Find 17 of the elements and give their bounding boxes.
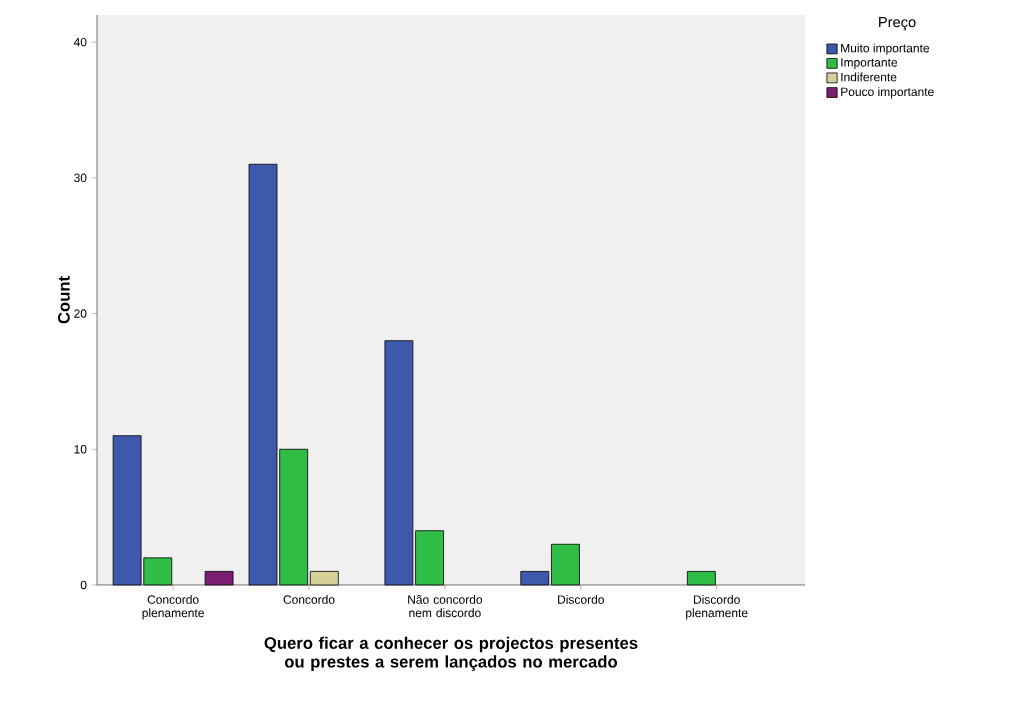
- y-axis-title: Count: [58, 276, 70, 324]
- x-tick-label: Discordo plenamente: [686, 595, 748, 620]
- x-tick-label: Concordo plenamente: [142, 595, 204, 620]
- y-tick-label: 10: [74, 445, 87, 454]
- legend-label: Indiferente: [841, 72, 897, 82]
- y-tick-label: 40: [73, 37, 87, 47]
- x-tick-label: Concordo: [283, 595, 335, 604]
- x-tick-label: Discordo: [558, 595, 604, 604]
- x-axis-title: Quero ficar a conhecer os projectos presentes ou prestes a serem lançados no mercado: [264, 636, 638, 671]
- legend-label: Pouco importante: [841, 87, 934, 99]
- legend-title: Preço: [879, 17, 916, 31]
- legend-label: Importante: [841, 58, 898, 70]
- y-tick-label: 30: [74, 173, 87, 183]
- legend-label: Muito importante: [841, 43, 930, 55]
- y-tick-label: 20: [74, 309, 87, 318]
- y-tick-label: 0: [80, 580, 87, 590]
- x-tick-label: Não concordo nem discordo: [408, 595, 483, 618]
